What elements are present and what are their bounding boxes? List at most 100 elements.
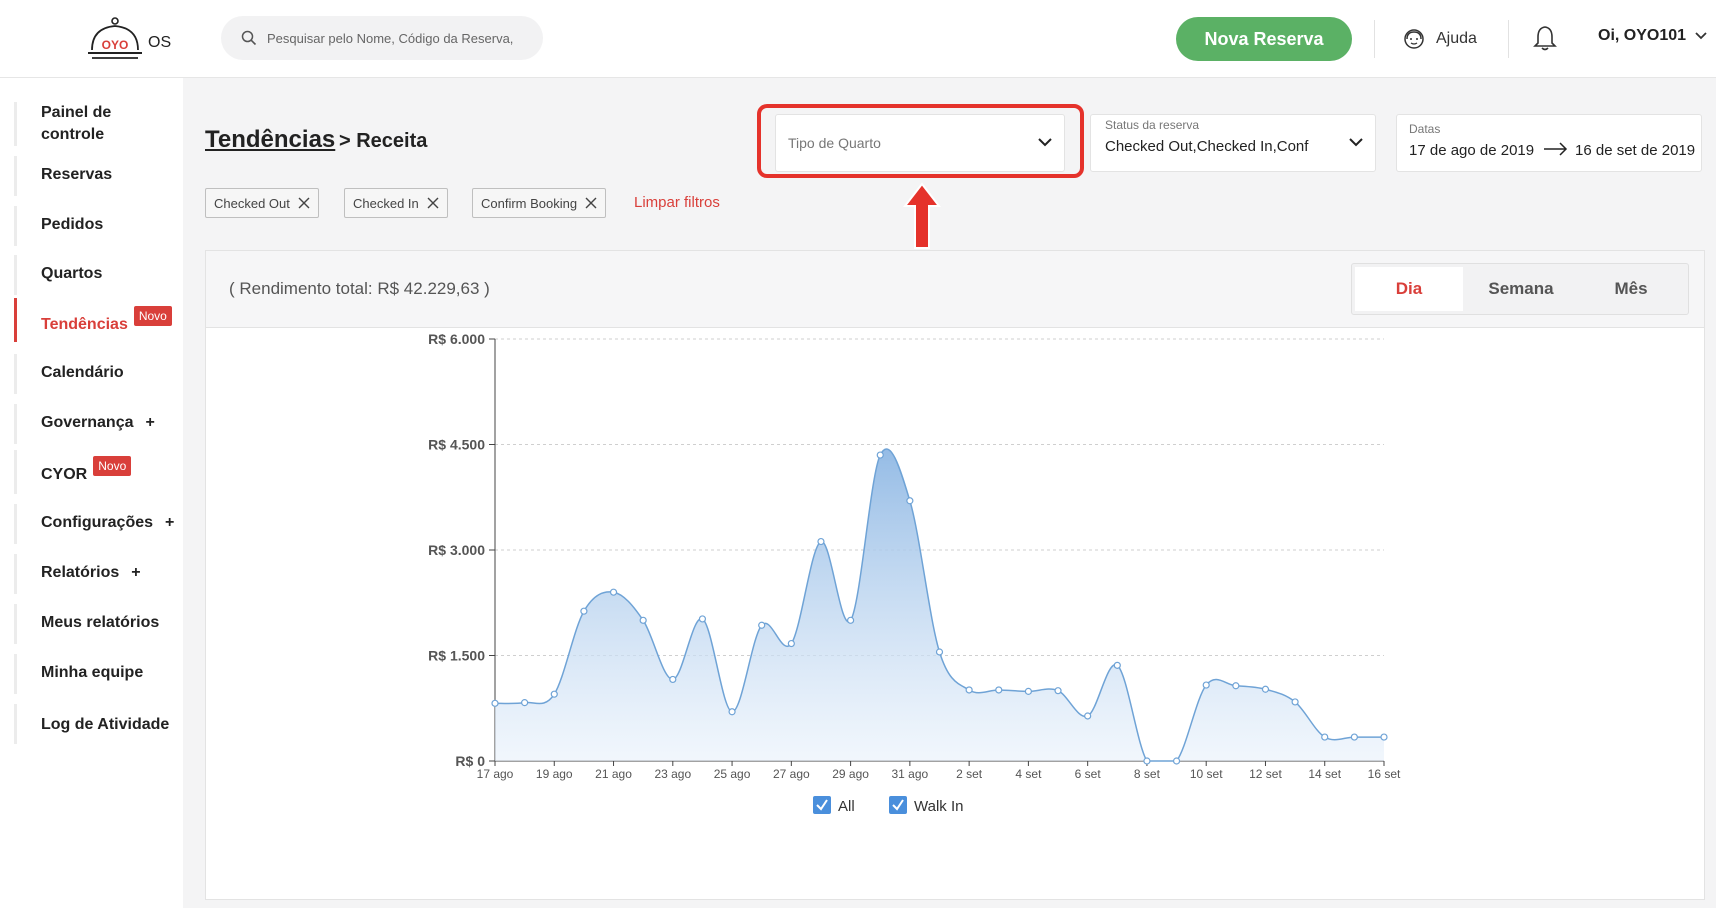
sidebar-item-label: CYOR bbox=[41, 466, 88, 483]
clear-filters-link[interactable]: Limpar filtros bbox=[634, 194, 720, 211]
sidebar-item-label: Configurações bbox=[41, 514, 154, 531]
sidebar-item-quartos[interactable]: Quartos bbox=[14, 255, 182, 295]
data-point[interactable] bbox=[580, 607, 588, 615]
sidebar-item-painel[interactable]: Painel de controle bbox=[14, 102, 182, 146]
close-icon[interactable] bbox=[585, 197, 597, 209]
data-point[interactable] bbox=[1232, 682, 1240, 690]
room-type-placeholder: Tipo de Quarto bbox=[788, 135, 881, 151]
user-greeting: Oi, OYO101 bbox=[1598, 27, 1687, 44]
data-point[interactable] bbox=[1113, 661, 1121, 669]
filter-chip-confirm-booking[interactable]: Confirm Booking bbox=[472, 188, 607, 218]
date-range-picker[interactable]: Datas 17 de ago de 2019 16 de set de 201… bbox=[1396, 114, 1702, 172]
legend-item-all[interactable]: All bbox=[813, 796, 855, 815]
search-box[interactable] bbox=[221, 16, 543, 60]
filter-chip-checked-out[interactable]: Checked Out bbox=[205, 188, 319, 218]
status-value: Checked Out,Checked In,Conf bbox=[1105, 138, 1309, 155]
sidebar-item-label: Painel de controle bbox=[41, 104, 112, 143]
sidebar-item-cyor[interactable]: CYOR Novo bbox=[14, 450, 182, 494]
data-point[interactable] bbox=[995, 686, 1003, 694]
breadcrumb-trends[interactable]: Tendências bbox=[205, 126, 336, 153]
bell-icon[interactable] bbox=[1532, 24, 1558, 52]
sidebar-item-reservas[interactable]: Reservas bbox=[14, 156, 182, 196]
filter-chip-checked-in[interactable]: Checked In bbox=[344, 188, 448, 218]
chip-label: Confirm Booking bbox=[481, 195, 578, 211]
sidebar-item-tendencias[interactable]: Tendências Novo bbox=[14, 298, 182, 342]
support-agent-icon bbox=[1404, 29, 1424, 49]
data-point[interactable] bbox=[817, 537, 825, 546]
checkbox[interactable] bbox=[813, 796, 831, 814]
sidebar-item-meus-relatorios[interactable]: Meus relatórios bbox=[14, 604, 182, 644]
oyo-logo[interactable]: OYO OS bbox=[84, 16, 174, 64]
close-icon[interactable] bbox=[298, 197, 310, 209]
data-point[interactable] bbox=[1084, 712, 1092, 720]
close-icon[interactable] bbox=[427, 197, 439, 209]
data-point[interactable] bbox=[1291, 698, 1299, 706]
data-point[interactable] bbox=[639, 616, 647, 624]
sidebar-item-governanca[interactable]: Governança + bbox=[14, 404, 182, 444]
data-point[interactable] bbox=[935, 648, 944, 656]
data-point[interactable] bbox=[1054, 687, 1062, 695]
sidebar-item-label: Calendário bbox=[41, 364, 124, 381]
data-point[interactable] bbox=[1261, 685, 1270, 693]
booking-status-dropdown[interactable]: Status da reserva Checked Out,Checked In… bbox=[1090, 114, 1376, 172]
data-point[interactable] bbox=[906, 497, 914, 505]
data-point[interactable] bbox=[521, 699, 529, 707]
page-title: > Receita bbox=[339, 130, 428, 152]
sidebar-item-label: Relatórios bbox=[41, 564, 120, 581]
y-tick-label: R$ 3.000 bbox=[428, 542, 485, 558]
divider bbox=[1508, 20, 1509, 58]
data-point[interactable] bbox=[1380, 733, 1388, 741]
data-point[interactable] bbox=[728, 708, 736, 716]
data-point[interactable] bbox=[965, 686, 973, 694]
data-point[interactable] bbox=[1024, 687, 1033, 695]
x-tick-label: 21 ago bbox=[595, 767, 632, 781]
data-point[interactable] bbox=[787, 639, 795, 648]
tab-mes[interactable]: Mês bbox=[1577, 267, 1685, 311]
data-point[interactable] bbox=[550, 690, 558, 698]
sidebar-item-label: Pedidos bbox=[41, 216, 104, 233]
data-point[interactable] bbox=[758, 621, 766, 629]
room-type-dropdown[interactable]: Tipo de Quarto bbox=[775, 114, 1065, 172]
data-point[interactable] bbox=[491, 699, 499, 707]
new-badge: Novo bbox=[93, 456, 132, 476]
tab-semana[interactable]: Semana bbox=[1467, 267, 1575, 311]
tab-dia[interactable]: Dia bbox=[1355, 267, 1463, 311]
y-tick-label: R$ 1.500 bbox=[428, 648, 485, 664]
search-input[interactable] bbox=[267, 16, 535, 60]
sidebar-item-minha-equipe[interactable]: Minha equipe bbox=[14, 654, 182, 694]
sidebar-item-pedidos[interactable]: Pedidos bbox=[14, 206, 182, 246]
data-point[interactable] bbox=[1321, 733, 1329, 741]
data-point[interactable] bbox=[1172, 757, 1181, 765]
sidebar-item-relatorios[interactable]: Relatórios + bbox=[14, 554, 182, 594]
new-booking-button[interactable]: Nova Reserva bbox=[1176, 17, 1352, 61]
series-line bbox=[494, 448, 1384, 762]
x-axis: 17 ago 19 ago 21 ago 23 ago 25 ago 27 ago 29 a… bbox=[477, 760, 1401, 781]
sidebar-item-label: Tendências bbox=[41, 316, 128, 333]
revenue-chart-card: ( Rendimento total: R$ 42.229,63 ) Dia S… bbox=[205, 250, 1705, 900]
data-point[interactable] bbox=[698, 615, 707, 623]
x-tick-label: 19 ago bbox=[536, 767, 573, 781]
total-revenue: ( Rendimento total: R$ 42.229,63 ) bbox=[229, 279, 490, 298]
help-link[interactable]: Ajuda bbox=[1402, 26, 1477, 52]
x-tick-label: 10 set bbox=[1190, 767, 1223, 781]
check-icon bbox=[892, 799, 904, 811]
data-point[interactable] bbox=[876, 451, 884, 459]
data-point[interactable] bbox=[1350, 733, 1358, 741]
checkbox[interactable] bbox=[889, 796, 907, 814]
legend-item-walk-in[interactable]: Walk In bbox=[889, 796, 963, 815]
data-point[interactable] bbox=[669, 675, 677, 684]
expand-icon: + bbox=[145, 414, 155, 431]
highlight-box bbox=[757, 104, 1084, 178]
data-point[interactable] bbox=[609, 588, 618, 596]
user-menu[interactable]: Oi, OYO101 bbox=[1598, 27, 1708, 45]
sidebar-item-configuracoes[interactable]: Configurações + bbox=[14, 504, 182, 544]
data-point[interactable] bbox=[846, 616, 855, 624]
sidebar-item-log-atividade[interactable]: Log de Atividade bbox=[14, 704, 182, 744]
sidebar: Painel de controle Reservas Pedidos Quar… bbox=[0, 78, 183, 908]
data-point[interactable] bbox=[1143, 757, 1151, 765]
data-point[interactable] bbox=[1202, 681, 1210, 689]
sidebar-item-calendario[interactable]: Calendário bbox=[14, 354, 182, 394]
logo-suffix: OS bbox=[148, 34, 172, 51]
expand-icon: + bbox=[131, 564, 141, 581]
y-tick-label: R$ 0 bbox=[455, 753, 485, 769]
